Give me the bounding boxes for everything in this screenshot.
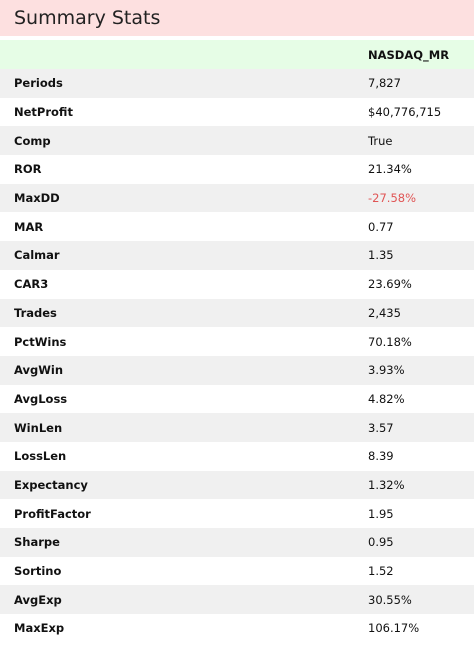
stat-label: Comp xyxy=(14,133,51,148)
stat-label: LossLen xyxy=(14,449,67,464)
table-header-row: NASDAQ_MR xyxy=(0,40,474,69)
stat-value: True xyxy=(368,133,393,148)
stat-value: 0.77 xyxy=(368,219,394,234)
stat-label: MaxExp xyxy=(14,621,65,636)
stat-label: CAR3 xyxy=(14,277,49,292)
stat-value: 1.32% xyxy=(368,477,405,492)
stat-label: ROR xyxy=(14,162,42,177)
stat-value: 3.57 xyxy=(368,420,394,435)
table-row: Sharpe 0.95 xyxy=(0,528,474,557)
page-title: Summary Stats xyxy=(0,0,474,36)
table-row: MaxDD -27.58% xyxy=(0,183,474,213)
table-row: Comp True xyxy=(0,126,474,156)
stat-label: PctWins xyxy=(14,334,67,349)
table-row: ROR 21.34% xyxy=(0,155,474,184)
column-header-nasdaq-mr: NASDAQ_MR xyxy=(368,47,450,62)
stat-label: Expectancy xyxy=(14,477,88,492)
header-label-cell xyxy=(0,40,368,69)
table-row: Trades 2,435 xyxy=(0,298,474,328)
table-row: LossLen 8.39 xyxy=(0,441,474,471)
stat-label: Calmar xyxy=(14,248,60,263)
table-row: NetProfit $40,776,715 xyxy=(0,97,474,127)
stat-value: 3.93% xyxy=(368,363,405,378)
stat-label: AvgExp xyxy=(14,592,62,607)
stat-value: 2,435 xyxy=(368,305,401,320)
stat-label: Sharpe xyxy=(14,535,60,550)
stat-value: 8.39 xyxy=(368,449,394,464)
stat-label: AvgWin xyxy=(14,363,64,378)
stat-value: 1.52 xyxy=(368,564,394,579)
table-row: Expectancy 1.32% xyxy=(0,470,474,500)
stat-label: AvgLoss xyxy=(14,391,68,406)
table-row: AvgExp 30.55% xyxy=(0,585,474,615)
stat-value: 70.18% xyxy=(368,334,412,349)
stat-value: 4.82% xyxy=(368,391,405,406)
stat-value: 1.95 xyxy=(368,506,394,521)
stat-value: 21.34% xyxy=(368,162,412,177)
stat-label: WinLen xyxy=(14,420,63,435)
table-row: AvgLoss 4.82% xyxy=(0,384,474,414)
table-row: WinLen 3.57 xyxy=(0,413,474,442)
table-row: Periods 7,827 xyxy=(0,69,474,98)
stat-label: ProfitFactor xyxy=(14,506,91,521)
stat-value: $40,776,715 xyxy=(368,105,442,120)
table-row: ProfitFactor 1.95 xyxy=(0,499,474,528)
stat-label: NetProfit xyxy=(14,105,73,120)
stat-value: 23.69% xyxy=(368,277,412,292)
table-row: AvgWin 3.93% xyxy=(0,355,474,385)
stat-value: 7,827 xyxy=(368,76,401,91)
stat-value: 106.17% xyxy=(368,621,420,636)
stat-value: 0.95 xyxy=(368,535,394,550)
stat-label: Trades xyxy=(14,305,57,320)
table-row: Calmar 1.35 xyxy=(0,241,474,270)
stat-value: 30.55% xyxy=(368,592,412,607)
table-body: Periods 7,827 NetProfit $40,776,715 Comp True… xyxy=(0,69,474,643)
stat-label: Periods xyxy=(14,76,63,91)
stat-label: MAR xyxy=(14,219,44,234)
table-row: MAR 0.77 xyxy=(0,212,474,242)
stat-value: -27.58% xyxy=(368,191,416,206)
stat-value: 1.35 xyxy=(368,248,394,263)
stat-label: Sortino xyxy=(14,564,62,579)
table-row: MaxExp 106.17% xyxy=(0,614,474,643)
table-row: Sortino 1.52 xyxy=(0,556,474,586)
table-row: PctWins 70.18% xyxy=(0,327,474,356)
summary-stats-table: NASDAQ_MR Periods 7,827 NetProfit $40,776,7… xyxy=(0,40,474,643)
stat-label: MaxDD xyxy=(14,191,60,206)
table-row: CAR3 23.69% xyxy=(0,269,474,299)
